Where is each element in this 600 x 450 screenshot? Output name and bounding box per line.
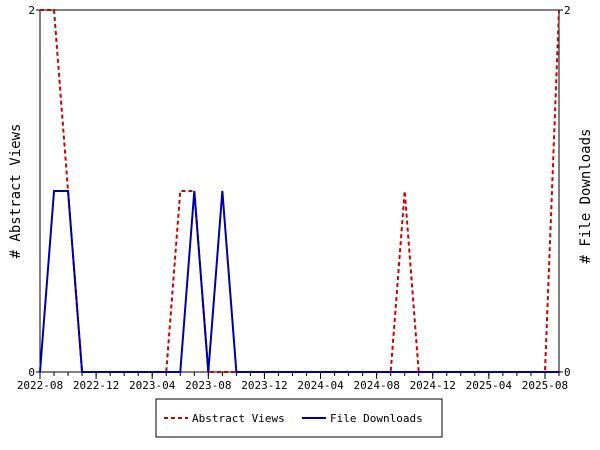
x-tick-label: 2022-08 — [17, 379, 63, 392]
y-right-tick-label: 0 — [564, 366, 571, 379]
x-tick-label: 2025-08 — [522, 379, 568, 392]
series-line-file-downloads — [39, 190, 559, 373]
x-tick-label: 2024-08 — [353, 379, 399, 392]
x-tick-label: 2024-04 — [297, 379, 344, 392]
y-left-tick-label: 2 — [28, 4, 35, 17]
y-axis-title-right: # File Downloads — [578, 129, 594, 264]
series-lines — [39, 9, 560, 373]
legend: Abstract Views File Downloads — [155, 398, 443, 438]
x-tick-label: 2024-12 — [410, 379, 456, 392]
tick-labels: 2022-08 2022-12 2023-04 2023-08 2023-12 2024-… — [17, 4, 571, 392]
y-axis-title-left: # Abstract Views — [8, 124, 24, 259]
legend-box — [155, 398, 443, 438]
plot-area — [39, 9, 560, 373]
x-tick-label: 2023-12 — [241, 379, 287, 392]
x-tick-label: 2023-04 — [129, 379, 176, 392]
y-left-tick-label: 0 — [28, 366, 35, 379]
y-right-tick-label: 2 — [564, 4, 571, 17]
legend-label-abstract-views: Abstract Views — [192, 412, 285, 425]
x-tick-label: 2022-12 — [73, 379, 119, 392]
x-tick-label: 2023-08 — [185, 379, 231, 392]
legend-label-file-downloads: File Downloads — [330, 412, 423, 425]
x-tick-label: 2025-04 — [466, 379, 513, 392]
